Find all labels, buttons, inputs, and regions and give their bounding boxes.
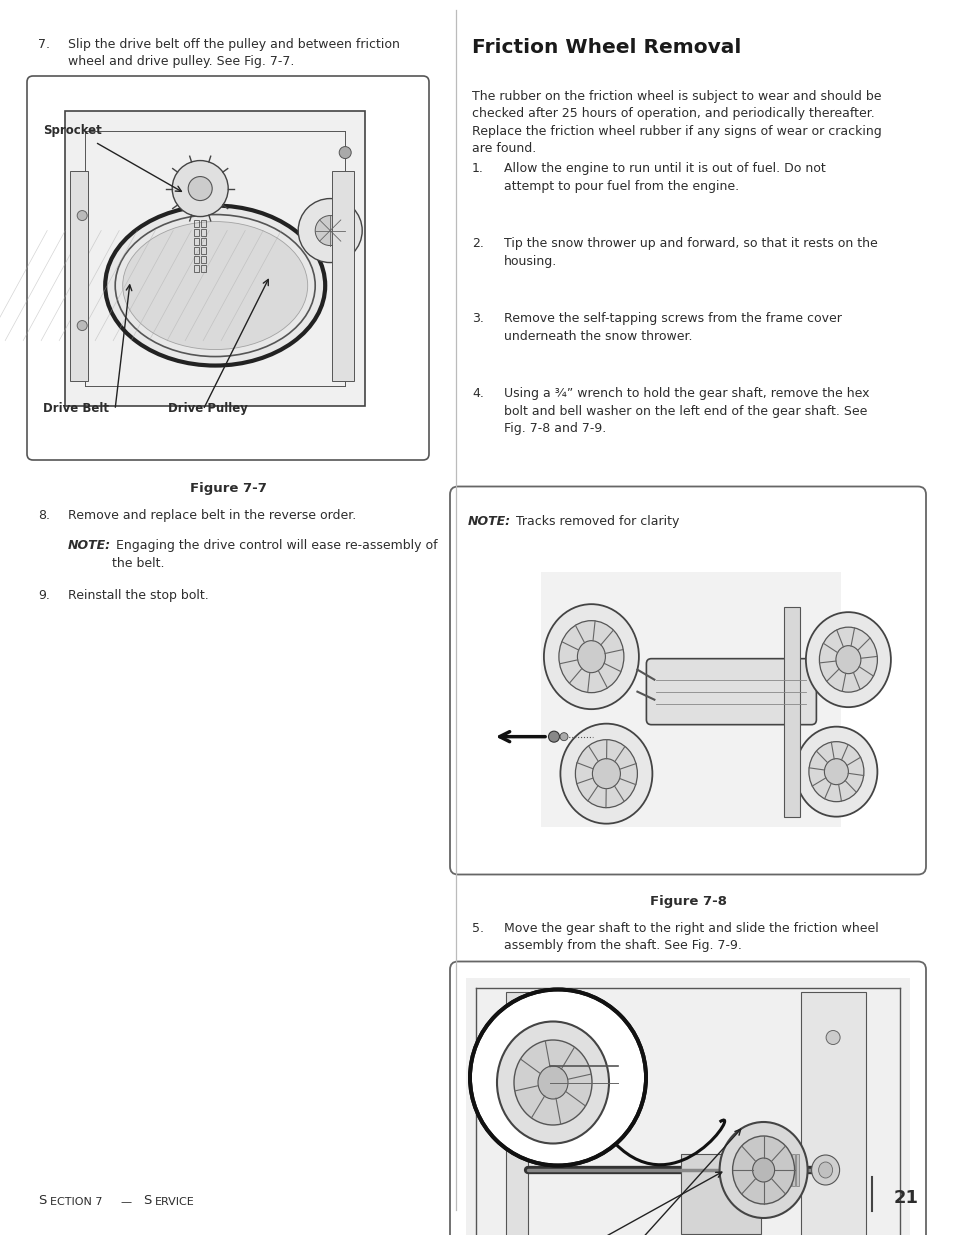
Text: ECTION 7: ECTION 7 [50, 1197, 106, 1207]
Bar [194, 220, 199, 226]
Text: 7.: 7. [38, 38, 50, 51]
Circle shape [559, 732, 567, 741]
Bar [332, 170, 354, 380]
Ellipse shape [105, 205, 325, 366]
Bar [201, 237, 206, 245]
Ellipse shape [752, 1158, 774, 1182]
Bar [201, 228, 206, 236]
Text: 8.: 8. [38, 509, 50, 522]
Bar [201, 264, 206, 272]
Text: Friction Wheel Removal: Friction Wheel Removal [472, 38, 740, 57]
Bar [194, 264, 199, 272]
Text: 5.: 5. [472, 921, 483, 935]
Text: —: — [121, 1197, 136, 1207]
Ellipse shape [795, 726, 877, 816]
Ellipse shape [818, 1162, 832, 1178]
Ellipse shape [819, 627, 877, 692]
Text: 1.: 1. [472, 162, 483, 175]
Text: Engaging the drive control will ease re-assembly of
the belt.: Engaging the drive control will ease re-… [112, 538, 437, 569]
Bar [201, 220, 206, 226]
FancyBboxPatch shape [646, 658, 816, 725]
Text: 9.: 9. [38, 589, 50, 601]
Text: Tracks removed for clarity: Tracks removed for clarity [512, 515, 679, 527]
Bar [194, 228, 199, 236]
Bar [782, 1153, 786, 1186]
Bar [787, 1153, 790, 1186]
Text: Using a ¾” wrench to hold the gear shaft, remove the hex
bolt and bell washer on: Using a ¾” wrench to hold the gear shaft… [503, 387, 868, 435]
Circle shape [825, 1030, 840, 1045]
Bar [779, 1153, 781, 1186]
Text: Remove the self-tapping screws from the frame cover
underneath the snow thrower.: Remove the self-tapping screws from the … [503, 312, 841, 342]
Text: S: S [38, 1194, 47, 1207]
Bar [541, 572, 841, 826]
Text: Tip the snow thrower up and forward, so that it rests on the
housing.: Tip the snow thrower up and forward, so … [503, 237, 877, 268]
Text: ERVICE: ERVICE [154, 1197, 194, 1207]
FancyBboxPatch shape [450, 487, 925, 874]
Circle shape [548, 731, 558, 742]
Bar [465, 977, 909, 1235]
Text: Sprocket: Sprocket [43, 124, 102, 137]
Circle shape [77, 210, 87, 221]
Bar [65, 111, 365, 405]
Ellipse shape [577, 641, 605, 673]
Ellipse shape [811, 1155, 839, 1186]
Text: 4.: 4. [472, 387, 483, 400]
Bar [679, 1153, 760, 1234]
Bar [194, 256, 199, 263]
Text: NOTE:: NOTE: [68, 538, 111, 552]
Ellipse shape [823, 758, 847, 784]
Bar [71, 170, 88, 380]
Bar [791, 1153, 794, 1186]
Ellipse shape [732, 1136, 794, 1204]
Ellipse shape [808, 742, 863, 802]
Bar [783, 606, 800, 816]
Text: Drive Belt: Drive Belt [43, 403, 109, 415]
Text: 2.: 2. [472, 237, 483, 249]
Text: 3.: 3. [472, 312, 483, 325]
Text: Figure 7-8: Figure 7-8 [649, 894, 726, 908]
Ellipse shape [123, 221, 308, 350]
Bar [800, 992, 864, 1235]
Bar [775, 1153, 778, 1186]
Text: Allow the engine to run until it is out of fuel. Do not
attempt to pour fuel fro: Allow the engine to run until it is out … [503, 162, 825, 193]
Text: S: S [143, 1194, 152, 1207]
Bar [795, 1153, 798, 1186]
Circle shape [188, 177, 212, 200]
Bar [194, 247, 199, 253]
Circle shape [511, 1031, 522, 1044]
Ellipse shape [497, 1021, 608, 1144]
Text: Reinstall the stop bolt.: Reinstall the stop bolt. [68, 589, 209, 601]
Bar [194, 237, 199, 245]
Text: The rubber on the friction wheel is subject to wear and should be
checked after : The rubber on the friction wheel is subj… [472, 90, 881, 156]
Text: NOTE:: NOTE: [468, 515, 511, 527]
FancyBboxPatch shape [450, 962, 925, 1235]
Circle shape [339, 147, 351, 158]
Circle shape [314, 216, 345, 246]
Bar [505, 992, 527, 1235]
Circle shape [172, 161, 228, 216]
Circle shape [77, 321, 87, 331]
Ellipse shape [558, 621, 623, 693]
Ellipse shape [575, 740, 637, 808]
Circle shape [298, 199, 362, 263]
Ellipse shape [543, 604, 639, 709]
Ellipse shape [835, 646, 860, 673]
Text: Drive Pulley: Drive Pulley [168, 403, 248, 415]
Text: Move the gear shaft to the right and slide the friction wheel
assembly from the : Move the gear shaft to the right and sli… [503, 921, 878, 952]
Ellipse shape [559, 724, 652, 824]
Text: Slip the drive belt off the pulley and between friction
wheel and drive pulley. : Slip the drive belt off the pulley and b… [68, 38, 399, 68]
Text: 21: 21 [893, 1189, 918, 1207]
Text: Figure 7-7: Figure 7-7 [190, 482, 266, 495]
Bar [201, 247, 206, 253]
Bar [201, 256, 206, 263]
Ellipse shape [592, 758, 619, 789]
Text: Remove and replace belt in the reverse order.: Remove and replace belt in the reverse o… [68, 509, 355, 522]
Circle shape [470, 989, 645, 1166]
Ellipse shape [537, 1066, 567, 1099]
FancyBboxPatch shape [27, 77, 429, 459]
Ellipse shape [514, 1040, 592, 1125]
Ellipse shape [805, 613, 890, 708]
Ellipse shape [719, 1123, 807, 1218]
